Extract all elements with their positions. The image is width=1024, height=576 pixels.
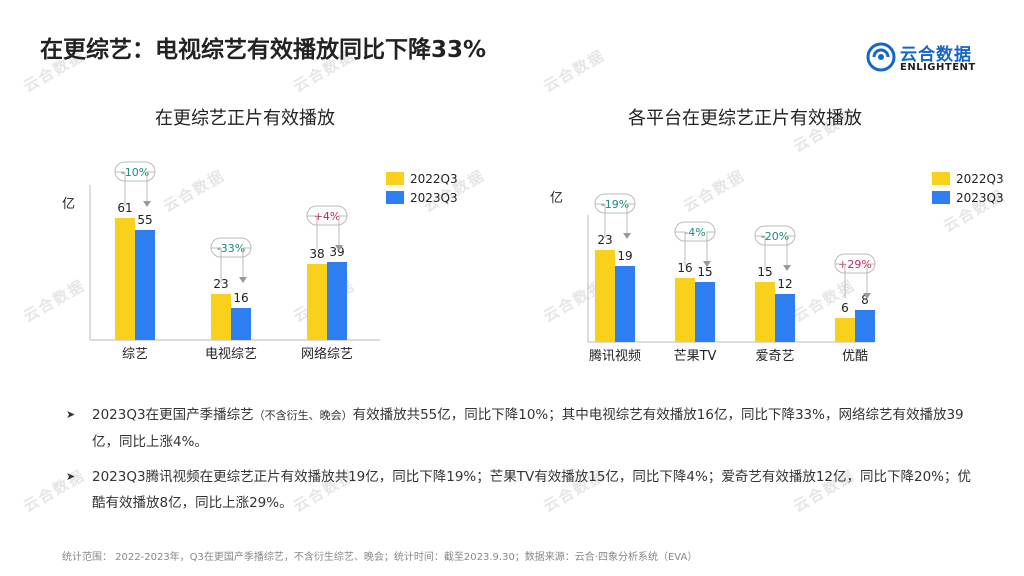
bar-2023q3 — [231, 308, 251, 340]
data-label-2022q3: 15 — [757, 265, 772, 279]
data-label-2022q3: 6 — [841, 301, 849, 315]
chart-right-title: 各平台在更综艺正片有效播放 — [628, 108, 862, 129]
change-badge-label: -10% — [121, 166, 149, 179]
data-label-2022q3: 23 — [597, 233, 612, 247]
y-axis-unit-label: 亿 — [550, 191, 563, 206]
bar-2022q3 — [835, 318, 855, 342]
bullet-text: 2023Q3腾讯视频在更综艺正片有效播放共19亿，同比下降19%；芒果TV有效播… — [92, 469, 972, 511]
data-label-2023q3: 55 — [137, 213, 152, 227]
change-badge-label: +29% — [838, 258, 872, 271]
chart-platform-variety: 亿 2022Q3 2023Q3 23 19 腾讯视频 -19% 16 15 芒果TV -4% 15 12… — [550, 172, 1004, 364]
chart-total-variety: 亿 2022Q3 2023Q3 61 55 综艺 -10% 23 16 电视综艺 -33% 38 39 网… — [62, 161, 458, 362]
logo-text: 云合数据 — [900, 45, 972, 65]
change-badge-label: +4% — [314, 210, 341, 223]
bar-2023q3 — [327, 262, 347, 340]
bullet-note: （不含衍生、晚会） — [253, 409, 353, 422]
data-label-2022q3: 61 — [117, 201, 132, 215]
arrow-down-icon — [335, 245, 343, 251]
bar-2023q3 — [615, 266, 635, 342]
brand-logo: 云合数据 ENLIGHTENT — [866, 40, 986, 80]
legend-label: 2022Q3 — [956, 172, 1004, 186]
footer-note: 统计范围： 2022-2023年，Q3在更国产季播综艺，不含衍生综艺、晚会；统计… — [62, 552, 698, 563]
bar-2022q3 — [211, 294, 231, 340]
bar-2023q3 — [695, 282, 715, 342]
connector-line — [706, 231, 715, 264]
x-tick-label: 电视综艺 — [205, 347, 257, 362]
data-label-2022q3: 23 — [213, 277, 228, 291]
bar-2022q3 — [595, 250, 615, 342]
legend-swatch — [386, 172, 404, 185]
data-label-2023q3: 12 — [777, 277, 792, 291]
x-tick-label: 综艺 — [122, 347, 148, 362]
connector-line — [242, 247, 251, 280]
arrow-down-icon — [783, 265, 791, 271]
arrow-right-icon: ➤ — [66, 408, 76, 421]
bar-2022q3 — [675, 278, 695, 342]
change-badge-label: -20% — [761, 230, 789, 243]
chart-left-title: 在更综艺正片有效播放 — [155, 108, 335, 129]
data-label-2023q3: 15 — [697, 265, 712, 279]
data-label-2023q3: 39 — [329, 245, 344, 259]
bar-2023q3 — [775, 294, 795, 342]
x-tick-label: 腾讯视频 — [589, 348, 641, 364]
x-tick-label: 网络综艺 — [301, 346, 353, 362]
arrow-down-icon — [623, 233, 631, 239]
y-axis-unit-label: 亿 — [62, 197, 75, 212]
bar-2023q3 — [135, 230, 155, 340]
logo-icon — [866, 42, 896, 72]
connector-line — [866, 263, 875, 296]
connector-line — [786, 235, 795, 268]
arrow-down-icon — [239, 277, 247, 283]
x-tick-label: 芒果TV — [674, 348, 717, 364]
legend-swatch — [386, 191, 404, 204]
bullet-item: ➤ 2023Q3腾讯视频在更综艺正片有效播放共19亿，同比下降19%；芒果TV有… — [62, 464, 972, 516]
summary-bullets: ➤ 2023Q3在更国产季播综艺（不含衍生、晚会）有效播放共55亿，同比下降10… — [62, 402, 972, 525]
arrow-down-icon — [143, 201, 151, 207]
arrow-right-icon: ➤ — [66, 470, 76, 483]
data-label-2023q3: 19 — [617, 249, 632, 263]
data-label-2023q3: 16 — [233, 291, 248, 305]
data-label-2022q3: 16 — [677, 261, 692, 275]
legend-swatch — [932, 172, 950, 185]
connector-line — [338, 215, 347, 248]
arrow-down-icon — [703, 261, 711, 267]
change-badge-label: -33% — [217, 242, 245, 255]
bar-2023q3 — [855, 310, 875, 342]
bullet-item: ➤ 2023Q3在更国产季播综艺（不含衍生、晚会）有效播放共55亿，同比下降10… — [62, 402, 972, 455]
watermark: 云合数据 — [540, 46, 609, 96]
bar-2022q3 — [755, 282, 775, 342]
connector-line — [626, 203, 635, 236]
connector-line — [146, 171, 155, 204]
bullet-text: 有效播放共55亿，同比下降10%；其中电视综艺有效播放16亿，同比下降33%，网… — [92, 407, 964, 450]
arrow-down-icon — [863, 293, 871, 299]
x-tick-label: 爱奇艺 — [755, 348, 794, 364]
logo-subtext: ENLIGHTENT — [900, 62, 976, 73]
bullet-text: 2023Q3在更国产季播综艺 — [92, 407, 254, 423]
bar-2022q3 — [115, 218, 135, 340]
bar-2022q3 — [307, 264, 327, 340]
legend-label: 2022Q3 — [410, 172, 458, 186]
legend-label: 2023Q3 — [410, 191, 458, 205]
data-label-2023q3: 8 — [861, 293, 869, 307]
change-badge-label: -19% — [601, 198, 629, 211]
data-label-2022q3: 38 — [309, 247, 324, 261]
legend-label: 2023Q3 — [956, 191, 1004, 205]
x-tick-label: 优酷 — [842, 349, 868, 364]
legend-swatch — [932, 191, 950, 204]
change-badge-label: -4% — [684, 226, 705, 239]
page-title: 在更综艺：电视综艺有效播放同比下降33% — [40, 37, 487, 63]
